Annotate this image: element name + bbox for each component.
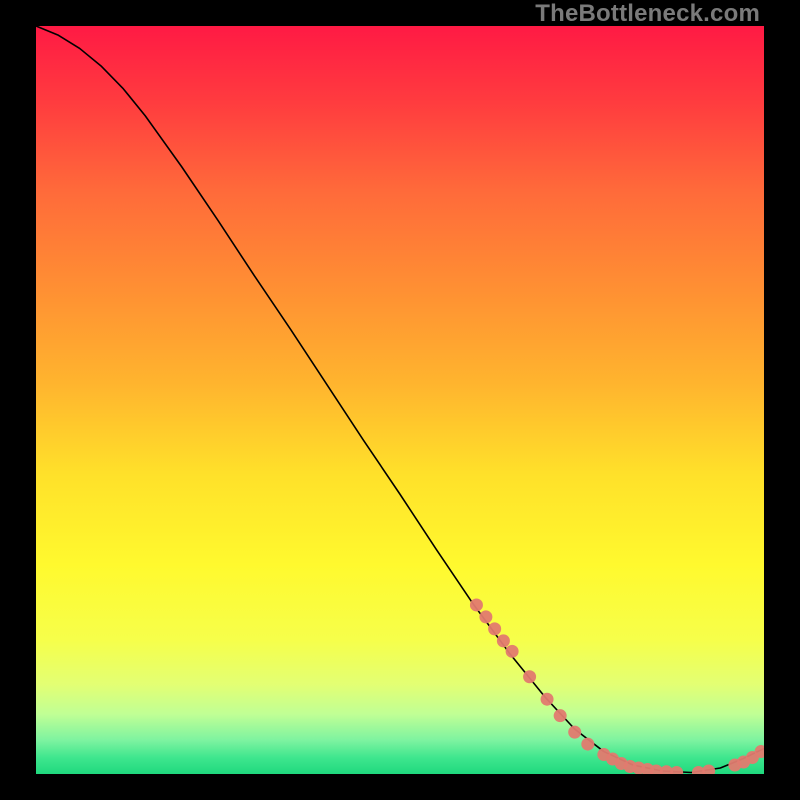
marker-dot <box>568 726 581 739</box>
marker-dot <box>497 634 510 647</box>
marker-dot <box>488 622 501 635</box>
marker-dot <box>506 645 519 658</box>
marker-dot <box>479 610 492 623</box>
watermark-text: TheBottleneck.com <box>535 0 760 28</box>
chart-stage: TheBottleneck.com <box>0 0 800 800</box>
bottleneck-chart <box>36 26 764 774</box>
marker-dot <box>581 738 594 751</box>
marker-dot <box>470 598 483 611</box>
marker-dot <box>541 693 554 706</box>
marker-dot <box>523 670 536 683</box>
marker-dot <box>554 709 567 722</box>
plot-background <box>36 26 764 774</box>
